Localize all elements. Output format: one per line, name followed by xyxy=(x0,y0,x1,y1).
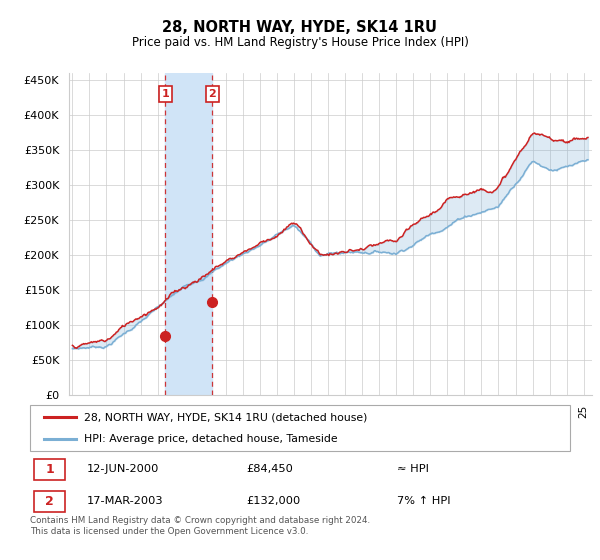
Text: 12-JUN-2000: 12-JUN-2000 xyxy=(86,464,159,474)
Text: £84,450: £84,450 xyxy=(246,464,293,474)
Text: 28, NORTH WAY, HYDE, SK14 1RU (detached house): 28, NORTH WAY, HYDE, SK14 1RU (detached … xyxy=(84,412,367,422)
Bar xyxy=(34,459,65,480)
Text: 7% ↑ HPI: 7% ↑ HPI xyxy=(397,496,451,506)
Text: 2: 2 xyxy=(208,89,216,99)
Text: £132,000: £132,000 xyxy=(246,496,300,506)
Bar xyxy=(165,73,212,395)
Text: 1: 1 xyxy=(45,463,54,476)
Text: 1: 1 xyxy=(161,89,169,99)
Text: HPI: Average price, detached house, Tameside: HPI: Average price, detached house, Tame… xyxy=(84,435,338,444)
Text: 2: 2 xyxy=(45,494,54,508)
Text: ≈ HPI: ≈ HPI xyxy=(397,464,429,474)
Text: 17-MAR-2003: 17-MAR-2003 xyxy=(86,496,163,506)
Bar xyxy=(34,491,65,512)
Text: Contains HM Land Registry data © Crown copyright and database right 2024.
This d: Contains HM Land Registry data © Crown c… xyxy=(30,516,370,536)
Text: Price paid vs. HM Land Registry's House Price Index (HPI): Price paid vs. HM Land Registry's House … xyxy=(131,36,469,49)
Text: 28, NORTH WAY, HYDE, SK14 1RU: 28, NORTH WAY, HYDE, SK14 1RU xyxy=(163,20,437,35)
